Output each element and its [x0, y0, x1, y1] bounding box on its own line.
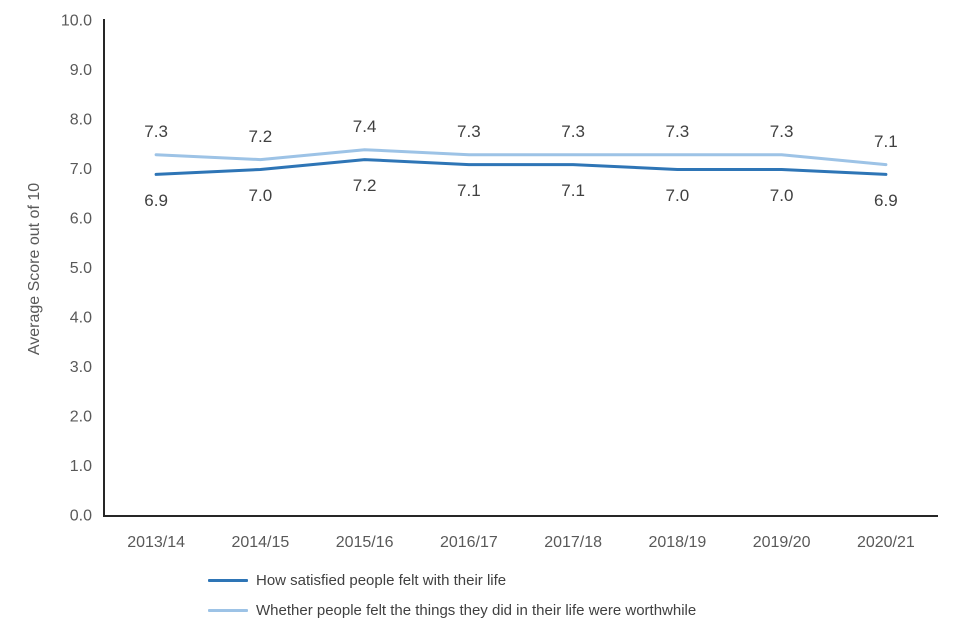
legend-item-life-satisfaction: How satisfied people felt with their lif… — [208, 572, 696, 589]
data-label: 7.1 — [457, 181, 481, 200]
data-label: 7.4 — [353, 117, 377, 136]
y-tick-label: 1.0 — [70, 458, 92, 475]
y-tick-label: 0.0 — [70, 508, 92, 525]
legend: How satisfied people felt with their lif… — [208, 572, 696, 619]
x-tick-label: 2014/15 — [231, 534, 289, 551]
data-label: 6.9 — [874, 191, 898, 210]
y-axis-title: Average Score out of 10 — [26, 182, 43, 356]
x-tick-label: 2018/19 — [648, 534, 706, 551]
y-tick-label: 10.0 — [61, 13, 92, 30]
data-label: 7.0 — [666, 186, 690, 205]
y-tick-label: 6.0 — [70, 211, 92, 228]
x-tick-label: 2020/21 — [857, 534, 915, 551]
data-label: 7.2 — [353, 176, 377, 195]
data-label: 7.3 — [561, 122, 585, 141]
data-label: 7.2 — [249, 127, 273, 146]
x-tick-label: 2013/14 — [127, 534, 185, 551]
legend-label-worthwhile: Whether people felt the things they did … — [256, 602, 697, 619]
legend-label-life-satisfaction: How satisfied people felt with their lif… — [256, 572, 507, 589]
x-tick-label: 2019/20 — [753, 534, 811, 551]
x-tick-label: 2016/17 — [440, 534, 498, 551]
data-label: 7.3 — [666, 122, 690, 141]
x-tick-label: 2017/18 — [544, 534, 602, 551]
x-tick-label: 2015/16 — [336, 534, 394, 551]
data-label: 7.0 — [249, 186, 273, 205]
data-label: 7.3 — [457, 122, 481, 141]
data-label: 7.3 — [144, 122, 168, 141]
data-label: 7.1 — [874, 132, 898, 151]
y-tick-label: 3.0 — [70, 359, 92, 376]
y-tick-label: 4.0 — [70, 310, 92, 327]
legend-item-worthwhile: Whether people felt the things they did … — [208, 602, 696, 619]
y-tick-label: 2.0 — [70, 409, 92, 426]
series-line — [154, 158, 888, 176]
data-label: 7.0 — [770, 186, 794, 205]
y-tick-label: 9.0 — [70, 62, 92, 79]
y-tick-label: 7.0 — [70, 161, 92, 178]
legend-swatch-dark-blue-line — [208, 579, 248, 582]
series-line — [154, 148, 888, 167]
legend-swatch-light-blue-line — [208, 609, 248, 612]
y-tick-label: 5.0 — [70, 260, 92, 277]
data-label: 6.9 — [144, 191, 168, 210]
data-label: 7.3 — [770, 122, 794, 141]
y-tick-label: 8.0 — [70, 112, 92, 129]
data-label: 7.1 — [561, 181, 585, 200]
